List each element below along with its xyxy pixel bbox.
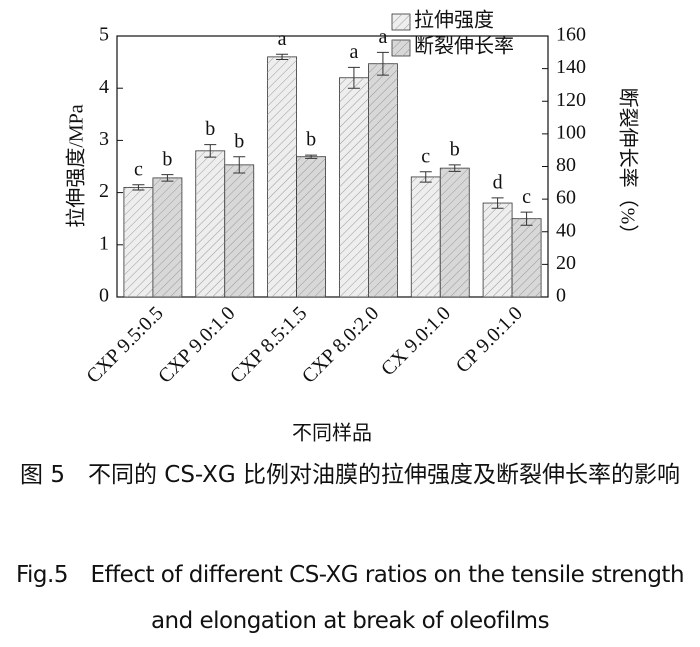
- significance-letter: b: [234, 130, 244, 152]
- error-bar: [419, 171, 432, 183]
- x-axis-title: 不同样品: [292, 422, 372, 445]
- y-tick-label: 0: [99, 285, 109, 307]
- bar-hatch: [512, 218, 542, 297]
- y-tick-label: 5: [99, 24, 109, 46]
- bar-hatch: [440, 168, 470, 297]
- significance-letter: a: [349, 41, 358, 63]
- significance-letter: d: [493, 171, 503, 193]
- x-tick-label: CXP 8.5:1.5: [226, 302, 311, 387]
- legend-hatch: [392, 14, 410, 30]
- significance-letter: c: [522, 186, 531, 208]
- bar-hatch: [123, 187, 153, 297]
- bar-hatch: [195, 150, 225, 297]
- error-bar: [204, 144, 217, 158]
- y2-tick-label: 0: [556, 285, 566, 307]
- significance-letter: b: [306, 129, 316, 151]
- significance-letter: a: [278, 28, 287, 50]
- bar-hatch: [224, 164, 254, 297]
- chart: 拉伸强度/MPa 断裂伸长率（%） 不同样品 0 1 2 3 4 5 0 20 40 60 80 10…: [65, 9, 640, 445]
- legend-hatch: [392, 40, 410, 56]
- error-bar: [520, 211, 533, 226]
- x-tick-label: CP 9.0:1.0: [452, 302, 527, 377]
- caption-en: Fig.5 Effect of different CS-XG ratios o…: [15, 562, 685, 634]
- y-tick-label: 4: [99, 76, 109, 98]
- significance-letter: b: [205, 118, 215, 140]
- y2-tick-label: 140: [556, 56, 586, 78]
- bar-hatch: [296, 156, 326, 297]
- y-tick-label: 3: [99, 128, 109, 150]
- y2-tick-label: 160: [556, 24, 586, 46]
- legend-label: 拉伸强度: [414, 9, 494, 32]
- significance-letter: c: [421, 145, 430, 167]
- error-bar: [347, 66, 360, 89]
- y2-tick-label: 20: [556, 252, 576, 274]
- error-bar: [161, 174, 174, 182]
- error-bar: [305, 154, 318, 159]
- x-tick-label: CX 9.0:1.0: [377, 302, 455, 380]
- y2-tick-label: 60: [556, 187, 576, 209]
- caption-zh: 图 5 不同的 CS-XG 比例对油膜的拉伸强度及断裂伸长率的影响: [20, 462, 680, 488]
- bar-hatch: [483, 203, 513, 297]
- y2-tick-label: 100: [556, 121, 586, 143]
- error-bar: [376, 51, 389, 76]
- significance-letter: b: [450, 138, 460, 160]
- error-bar: [448, 164, 461, 172]
- y2-tick-label: 40: [556, 219, 576, 241]
- y2-axis-title: 断裂伸长率（%）: [616, 88, 639, 245]
- bar-hatch: [411, 176, 441, 297]
- error-bar: [276, 53, 289, 60]
- bar-hatch: [152, 177, 182, 297]
- error-bar: [132, 184, 145, 191]
- legend-label: 断裂伸长率: [414, 35, 514, 58]
- x-tick-label: CXP 9.0:1.0: [154, 302, 239, 387]
- bar-hatch: [339, 77, 369, 297]
- bar-hatch: [368, 63, 398, 298]
- y-tick-label: 1: [99, 232, 109, 254]
- x-tick-label: CXP 8.0:2.0: [298, 302, 383, 387]
- y2-tick-label: 120: [556, 89, 586, 111]
- y-tick-label: 2: [99, 180, 109, 202]
- significance-letter: c: [134, 158, 143, 180]
- error-bar: [491, 197, 504, 209]
- y-axis-title: 拉伸强度/MPa: [65, 104, 88, 227]
- y2-tick-label: 80: [556, 154, 576, 176]
- significance-letter: b: [162, 148, 172, 170]
- x-tick-label: CXP 9.5:0.5: [82, 302, 167, 387]
- bar-hatch: [267, 56, 297, 297]
- significance-letter: a: [378, 26, 387, 48]
- error-bar: [233, 156, 246, 174]
